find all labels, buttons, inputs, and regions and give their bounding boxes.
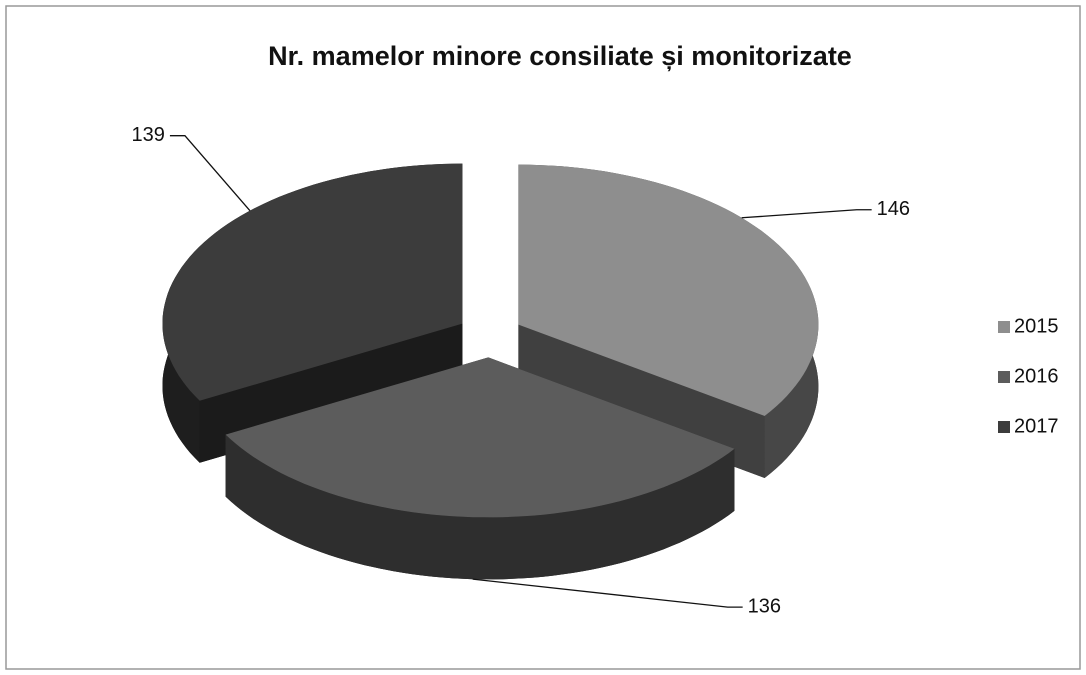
legend-swatch: [998, 371, 1010, 383]
legend-swatch: [998, 321, 1010, 333]
data-label: 139: [132, 124, 165, 146]
leader-line: [169, 135, 251, 212]
data-label: 136: [748, 595, 781, 617]
slice-top: [162, 163, 463, 401]
leader-line: [741, 209, 872, 219]
legend-label: 2017: [1014, 415, 1059, 437]
slice-wall: [225, 434, 735, 580]
legend-label: 2016: [1014, 365, 1059, 387]
pie-slice: [518, 164, 819, 478]
slice-top: [518, 164, 819, 416]
data-label: 146: [877, 198, 910, 220]
legend-label: 2015: [1014, 315, 1059, 337]
legend-swatch: [998, 421, 1010, 433]
leader-line: [472, 578, 743, 608]
chart-title: Nr. mamelor minore consiliate și monitor…: [268, 41, 852, 71]
pie-slice: [225, 357, 735, 580]
slice-top: [225, 357, 735, 518]
